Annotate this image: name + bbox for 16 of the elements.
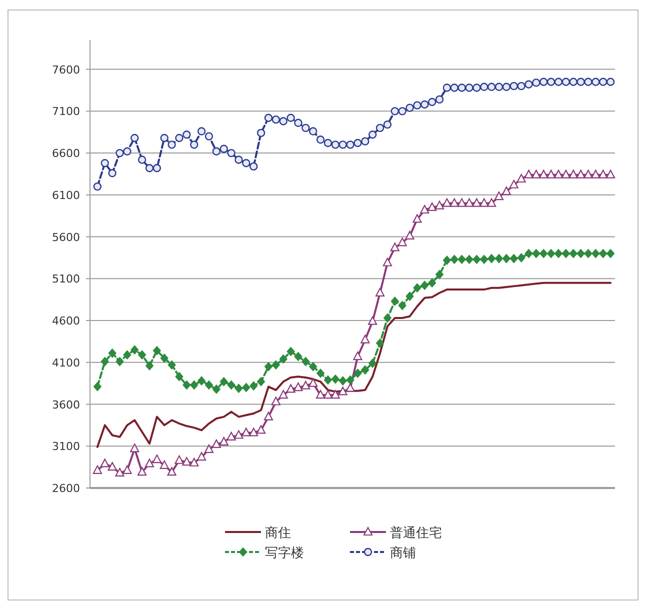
y-tick-label: 5600 (52, 230, 80, 244)
y-tick-label: 4600 (52, 314, 80, 328)
line-series (96, 282, 612, 448)
legend-label: 普通住宅 (390, 525, 442, 541)
legend-label: 写字楼 (265, 545, 304, 561)
y-tick-label: 7100 (52, 105, 80, 118)
y-tick-label: 6100 (52, 188, 80, 202)
y-tick-label: 5100 (52, 272, 80, 286)
legend-label: 商住 (265, 526, 291, 541)
y-tick-label: 3600 (52, 398, 80, 412)
y-tick-label: 4100 (52, 356, 80, 370)
y-tick-label: 7600 (52, 63, 80, 76)
legend-label: 商铺 (390, 546, 416, 561)
y-tick-label: 2600 (52, 482, 80, 495)
y-tick-label: 6600 (52, 147, 80, 160)
y-tick-label: 3100 (52, 440, 80, 454)
